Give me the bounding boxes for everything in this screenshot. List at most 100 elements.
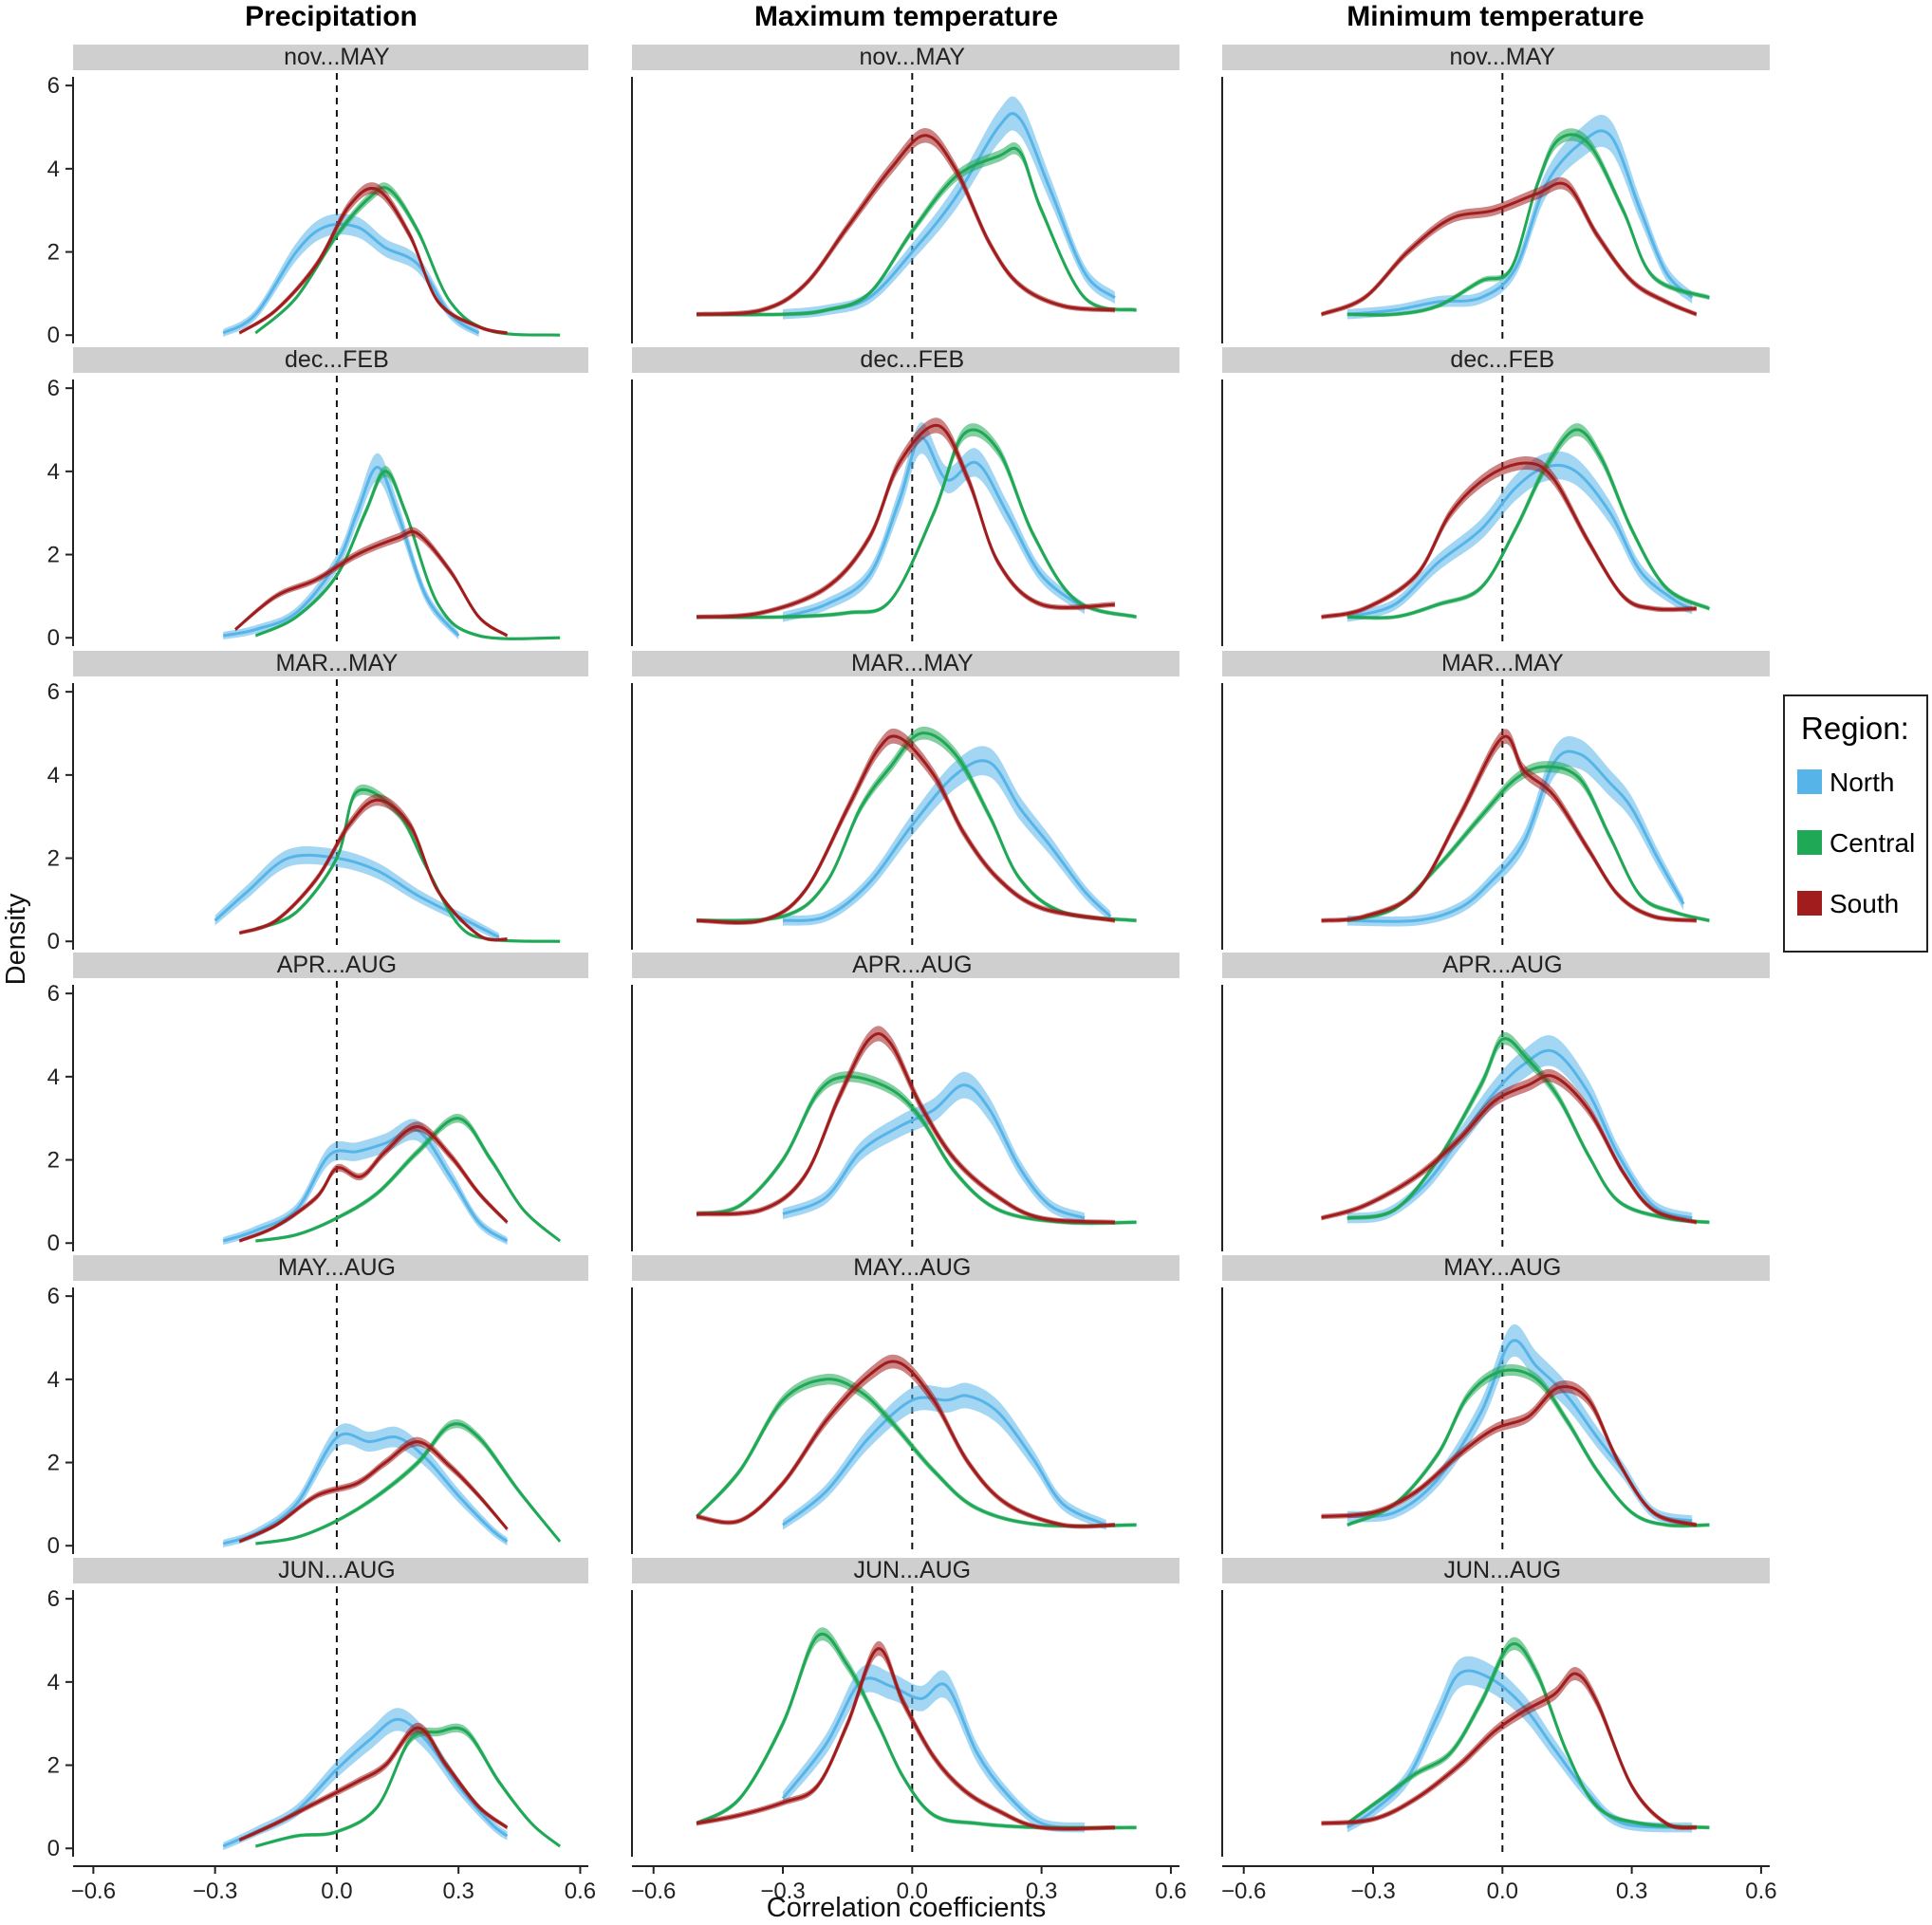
y-tick-label: 4 [47,763,60,788]
x-tick-label: 0.3 [1616,1879,1647,1904]
density-line-central [696,1632,1137,1830]
ci-band-south [1321,1380,1697,1527]
density-line-central [696,1378,1137,1528]
panel-c1-r3: APR...AUG [631,952,1180,1251]
y-axis-title: Density [1,893,31,985]
ci-band-central [1347,1637,1710,1830]
panel-c0-r3: APR...AUG 0 2 4 6 [47,952,588,1256]
ci-band-north [1347,1656,1693,1833]
y-tick-label: 6 [47,981,60,1007]
facet-strip [1222,1255,1770,1281]
y-tick-label: 2 [47,1753,60,1779]
x-tick-label: 0.0 [1487,1879,1518,1904]
x-tick-label: 0.3 [1026,1879,1057,1904]
x-tick-label: 0.0 [897,1879,928,1904]
y-tick-label: 0 [47,1836,60,1861]
y-tick-label: 4 [47,1367,60,1393]
density-line-south [238,1440,509,1544]
x-tick-label: 0.6 [1155,1879,1186,1904]
y-tick-label: 0 [47,625,60,651]
x-tick-label: 0.3 [442,1879,474,1904]
density-line-central [254,470,561,640]
ci-band-north [1347,451,1693,622]
y-tick-label: 0 [47,323,60,348]
y-tick-label: 6 [47,1284,60,1309]
panel-c0-r4: MAY...AUG 0 2 4 6 [47,1254,588,1559]
panel-c2-r4: MAY...AUG [1221,1254,1770,1554]
density-line-north [782,1394,1107,1527]
y-tick-label: 6 [47,679,60,705]
y-tick-label: 6 [47,376,60,401]
panel-c1-r2: MAR...MAY [631,650,1180,950]
density-line-central [1347,1037,1710,1224]
facet-strip [1222,347,1770,373]
facet-strip [73,347,588,373]
facet-strip [1222,651,1770,676]
facet-strip-label: APR...AUG [852,952,972,978]
x-tick-label: −0.6 [631,1879,676,1904]
density-line-south [697,424,1115,619]
y-tick-label: 0 [47,929,60,954]
panel-c2-r3: APR...AUG [1221,952,1770,1251]
density-line-central [1346,1642,1710,1829]
y-tick-label: 4 [47,459,60,485]
panel-c2-r5: JUN...AUG −0.6 −0.3 0.0 0.3 0.6 [1221,1557,1777,1904]
density-line-south [697,134,1116,316]
column-title-0: Precipitation [245,1,418,32]
x-tick-label: −0.3 [760,1879,805,1904]
facet-strip [73,651,588,676]
ci-band-north [783,1663,1085,1833]
facet-strip-label: JUN...AUG [1444,1557,1562,1583]
y-tick-label: 2 [47,1148,60,1174]
density-line-south [1321,1672,1697,1830]
y-tick-label: 4 [47,1064,60,1090]
density-line-north [781,1676,1086,1829]
facet-strip-label: nov...MAY [860,44,966,70]
density-line-south [697,734,1116,925]
facet-strip [1222,45,1770,70]
ci-band-south [697,1640,1115,1832]
density-line-central [254,787,561,943]
density-line-central [697,146,1137,317]
ci-band-north [783,421,1085,622]
density-line-north [1347,1048,1693,1220]
ci-band-south [1321,176,1697,317]
y-tick-label: 2 [47,846,60,872]
ci-band-south [697,128,1115,317]
facet-strip [632,347,1180,373]
panel-c2-r0: nov...MAY [1221,44,1770,343]
legend-label-north: North [1830,768,1894,797]
facet-strip-label: MAY...AUG [853,1254,971,1281]
facet-strip [73,953,588,978]
ci-band-north [783,746,1111,926]
facet-strip [632,1255,1180,1281]
facet-strip-label: MAR...MAY [276,650,399,676]
facet-strip [632,651,1180,676]
facet-strip-label: JUN...AUG [278,1557,396,1583]
density-line-south [1321,1385,1698,1527]
density-line-south [238,798,508,942]
density-line-north [782,1083,1086,1220]
legend-label-central: Central [1830,828,1915,858]
density-line-south [696,1647,1115,1831]
legend-swatch-north [1797,769,1822,794]
density-line-south [1320,181,1698,316]
panel-c1-r5: JUN...AUG −0.6 −0.3 0.0 0.3 0.6 [631,1557,1187,1904]
facet-strip-label: MAY...AUG [1443,1254,1561,1281]
density-line-central [1347,765,1710,922]
legend-swatch-south [1797,891,1822,916]
density-line-north [782,759,1112,922]
x-tick-label: 0.0 [321,1879,352,1904]
y-tick-label: 0 [47,1231,60,1256]
facet-strip [73,45,588,70]
column-title-2: Minimum temperature [1347,1,1644,32]
ci-band-south [239,1436,508,1544]
density-line-north [222,1432,509,1546]
ci-band-north [1347,736,1684,927]
y-tick-label: 2 [47,1451,60,1476]
y-tick-label: 6 [47,1586,60,1612]
density-line-south [697,1032,1115,1224]
panel-c0-r5: JUN...AUG 0 2 4 6 −0.6 −0.3 0.0 0.3 0.6 [47,1557,596,1904]
facet-strip-label: APR...AUG [277,952,397,978]
